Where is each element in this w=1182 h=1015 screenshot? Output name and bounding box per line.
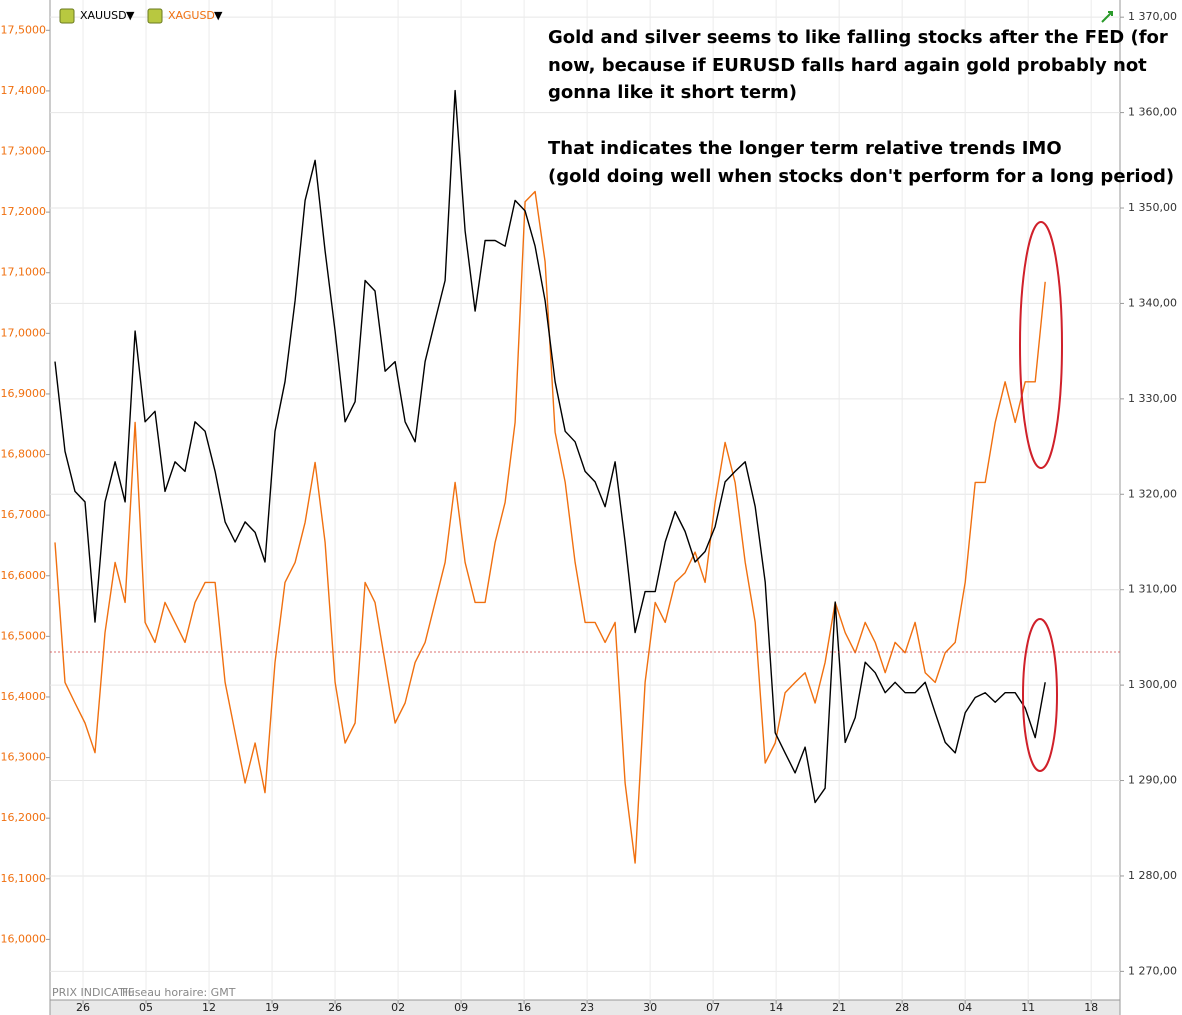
x-tick-label: 12 <box>202 1001 216 1014</box>
y-tick-label: 17,1000 <box>1 266 47 279</box>
y-tick-label: 16,1000 <box>1 872 47 885</box>
x-tick-label: 23 <box>580 1001 594 1014</box>
y2-tick-label: 1 340,00 <box>1128 296 1177 309</box>
x-tick-label: 11 <box>1021 1001 1035 1014</box>
annotation: now, because if EURUSD falls hard again … <box>548 55 1147 76</box>
x-tick-label: 16 <box>517 1001 531 1014</box>
y-tick-label: 16,9000 <box>1 387 47 400</box>
series-line <box>54 89 1046 804</box>
grid <box>46 0 1124 1004</box>
legend-dropdown[interactable]: ▼ <box>214 9 223 22</box>
y-tick-label: 17,4000 <box>1 84 47 97</box>
x-tick-label: 30 <box>643 1001 657 1014</box>
y2-tick-label: 1 370,00 <box>1128 10 1177 23</box>
y-tick-label: 16,4000 <box>1 690 47 703</box>
x-tick-label: 26 <box>328 1001 342 1014</box>
x-tick-label: 26 <box>76 1001 90 1014</box>
y-tick-label: 16,5000 <box>1 629 47 642</box>
x-axis-band <box>50 1000 1120 1015</box>
y-tick-label: 16,2000 <box>1 811 47 824</box>
y2-tick-label: 1 310,00 <box>1128 583 1177 596</box>
y-tick-label: 17,0000 <box>1 326 47 339</box>
y-tick-label: 17,2000 <box>1 205 47 218</box>
legend-icon <box>59 8 75 24</box>
x-tick-label: 19 <box>265 1001 279 1014</box>
y-tick-label: 16,3000 <box>1 751 47 764</box>
y-tick-label: 16,0000 <box>1 932 47 945</box>
annotation: (gold doing well when stocks don't perfo… <box>548 166 1174 187</box>
annotation: Gold and silver seems to like falling st… <box>548 27 1168 48</box>
x-tick-label: 02 <box>391 1001 405 1014</box>
annotation: gonna like it short term) <box>548 82 797 103</box>
y-tick-label: 16,6000 <box>1 569 47 582</box>
x-tick-label: 14 <box>769 1001 783 1014</box>
legend-icon <box>147 8 163 24</box>
y2-tick-label: 1 360,00 <box>1128 106 1177 119</box>
x-tick-label: 04 <box>958 1001 972 1014</box>
x-tick-label: 28 <box>895 1001 909 1014</box>
footnote: PRIX INDICATIF <box>52 986 134 999</box>
legend-label[interactable]: XAUUSD <box>80 9 127 22</box>
legend-label[interactable]: XAGUSD <box>168 9 215 22</box>
footnote: Fuseau horaire: GMT <box>122 986 236 999</box>
legend: XAUUSD ▼ XAGUSD ▼ <box>59 8 223 24</box>
trend-icon <box>1101 11 1113 23</box>
x-tick-label: 05 <box>139 1001 153 1014</box>
lines <box>54 89 1046 864</box>
highlight-ellipse <box>1019 221 1063 469</box>
legend-dropdown[interactable]: ▼ <box>126 9 135 22</box>
x-tick-label: 09 <box>454 1001 468 1014</box>
highlight-ellipse <box>1022 618 1058 772</box>
x-tick-label: 21 <box>832 1001 846 1014</box>
y2-tick-label: 1 300,00 <box>1128 678 1177 691</box>
y2-tick-label: 1 350,00 <box>1128 201 1177 214</box>
annotation: That indicates the longer term relative … <box>548 138 1062 159</box>
x-tick-label: 18 <box>1084 1001 1098 1014</box>
x-tick-label: 07 <box>706 1001 720 1014</box>
y-tick-label: 17,3000 <box>1 145 47 158</box>
series-line <box>54 190 1046 864</box>
y-tick-label: 16,7000 <box>1 508 47 521</box>
y2-tick-label: 1 320,00 <box>1128 487 1177 500</box>
y2-tick-label: 1 280,00 <box>1128 869 1177 882</box>
y2-tick-label: 1 290,00 <box>1128 774 1177 787</box>
y2-tick-label: 1 330,00 <box>1128 392 1177 405</box>
y-tick-label: 16,8000 <box>1 448 47 461</box>
y-tick-label: 17,5000 <box>1 23 47 36</box>
y2-tick-label: 1 270,00 <box>1128 964 1177 977</box>
